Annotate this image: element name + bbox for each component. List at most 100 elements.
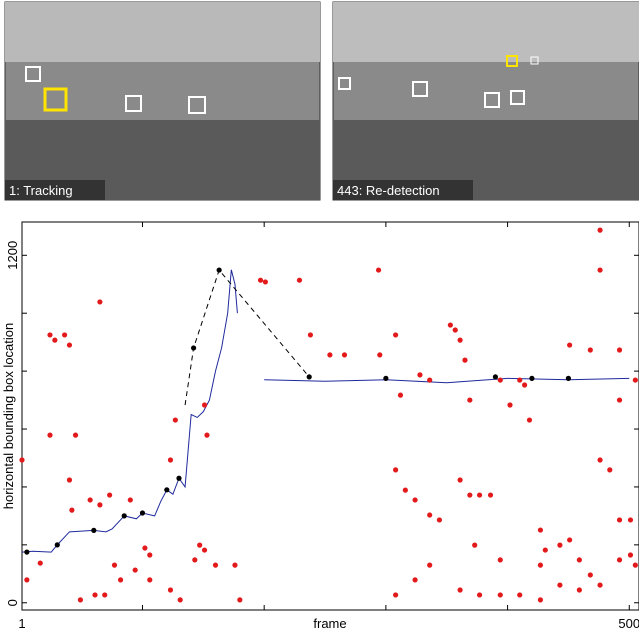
point xyxy=(204,432,210,438)
point xyxy=(192,557,198,563)
point xyxy=(52,337,58,343)
point xyxy=(97,502,103,508)
point xyxy=(627,552,634,558)
point xyxy=(402,487,408,493)
point xyxy=(597,267,603,273)
point xyxy=(457,587,463,593)
point xyxy=(307,332,314,338)
point xyxy=(462,357,468,363)
caption-bg xyxy=(333,180,473,200)
point xyxy=(507,402,513,408)
photo-panel: 1: Tracking xyxy=(4,1,321,201)
box xyxy=(510,90,525,105)
point xyxy=(47,432,53,438)
point xyxy=(597,227,603,233)
point xyxy=(24,577,30,583)
point xyxy=(139,510,146,516)
point xyxy=(427,562,433,568)
point xyxy=(616,557,623,563)
point xyxy=(565,375,572,381)
point xyxy=(72,432,79,438)
point xyxy=(341,352,348,358)
box xyxy=(125,95,142,112)
point xyxy=(66,342,73,348)
point xyxy=(412,497,418,503)
point xyxy=(627,517,634,523)
point xyxy=(111,562,118,568)
point xyxy=(190,345,197,351)
point xyxy=(91,527,97,533)
point xyxy=(517,592,523,598)
point xyxy=(201,547,208,553)
x-tick-label: 1 xyxy=(18,616,25,631)
point xyxy=(537,562,544,568)
point xyxy=(216,267,222,273)
point xyxy=(576,587,582,593)
box xyxy=(25,66,41,82)
photo-background xyxy=(333,2,639,62)
box xyxy=(484,92,500,108)
y-tick-label: 1200 xyxy=(5,241,20,270)
point xyxy=(487,492,494,498)
point xyxy=(393,467,399,473)
box-selected xyxy=(506,55,518,67)
point xyxy=(117,577,124,583)
point xyxy=(377,352,383,358)
point xyxy=(87,497,93,503)
box xyxy=(338,77,351,90)
point xyxy=(164,487,170,493)
point xyxy=(237,597,243,603)
point xyxy=(417,372,423,378)
point xyxy=(497,557,503,563)
point xyxy=(397,392,404,398)
point xyxy=(327,352,333,358)
point xyxy=(132,567,138,573)
point xyxy=(632,562,638,568)
point xyxy=(197,542,203,548)
point xyxy=(587,347,593,353)
caption: 443: Re-detection xyxy=(337,183,440,198)
box-selected xyxy=(43,87,68,112)
point xyxy=(77,597,84,603)
point xyxy=(172,417,178,423)
point xyxy=(557,582,563,588)
point xyxy=(476,492,483,498)
point xyxy=(97,299,103,305)
point xyxy=(296,277,303,283)
point xyxy=(616,347,623,353)
point xyxy=(107,492,113,498)
point xyxy=(522,382,528,388)
point xyxy=(632,377,638,383)
point xyxy=(597,457,603,463)
point xyxy=(576,557,582,563)
point xyxy=(92,592,98,598)
point xyxy=(467,397,473,403)
point xyxy=(177,597,183,603)
point xyxy=(167,457,174,463)
point xyxy=(47,332,53,338)
point xyxy=(427,512,433,518)
point xyxy=(517,377,523,383)
point xyxy=(452,327,458,333)
box xyxy=(412,81,428,97)
point xyxy=(616,397,623,403)
point xyxy=(167,587,174,593)
point xyxy=(607,467,613,473)
point xyxy=(542,547,548,553)
point xyxy=(476,592,483,598)
box xyxy=(530,56,539,65)
point xyxy=(127,497,133,503)
y-tick-label: 0 xyxy=(5,599,20,606)
x-tick-label: 500 xyxy=(618,616,639,631)
point xyxy=(37,560,43,566)
caption: 1: Tracking xyxy=(9,183,73,198)
point xyxy=(497,592,503,598)
point xyxy=(121,513,127,519)
point xyxy=(142,545,148,551)
point xyxy=(537,597,544,603)
point xyxy=(61,332,68,338)
photo-background xyxy=(5,2,320,62)
point xyxy=(66,477,73,483)
